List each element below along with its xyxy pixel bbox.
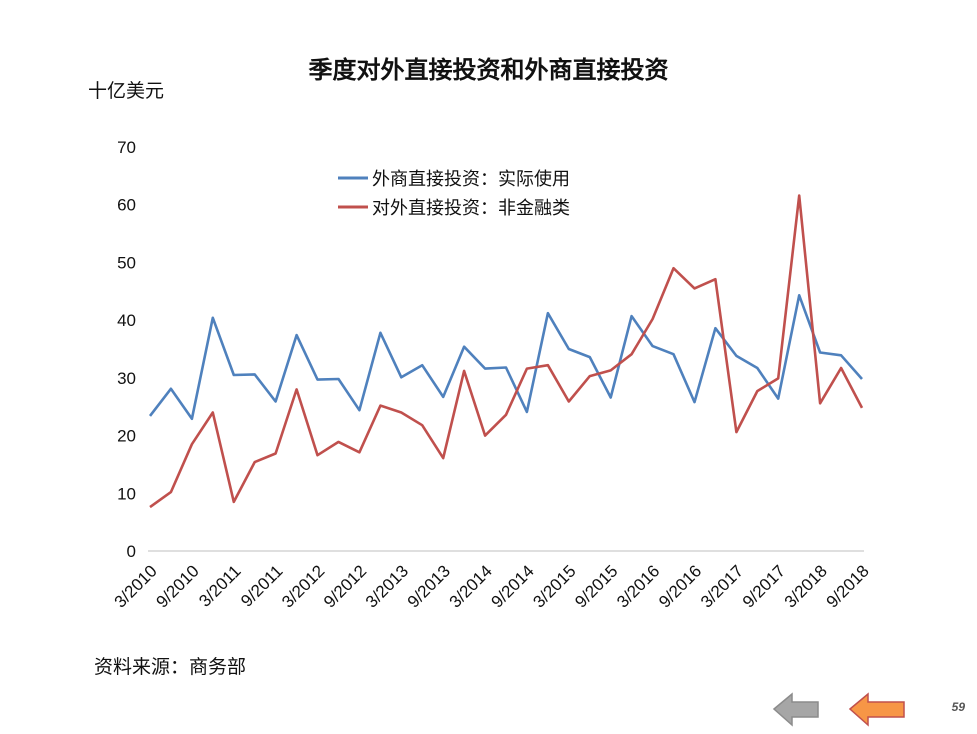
fdi-series-line [148, 293, 863, 421]
x-tick-label: 3/2013 [362, 561, 412, 611]
odi-series-line [149, 194, 864, 509]
x-axis-ticks: 3/20109/20103/20119/20113/20129/20123/20… [111, 561, 873, 611]
x-tick-label: 9/2017 [739, 561, 789, 611]
forward-button[interactable] [848, 690, 905, 730]
x-tick-label: 3/2012 [278, 561, 328, 611]
y-tick-label: 0 [127, 542, 136, 561]
legend-label: 对外直接投资：非金融类 [372, 198, 570, 219]
x-tick-label: 3/2011 [195, 561, 244, 610]
y-tick-label: 70 [117, 138, 136, 157]
page-number: 59 [951, 700, 965, 714]
x-tick-label: 3/2015 [529, 561, 579, 611]
x-tick-label: 9/2011 [237, 561, 286, 610]
x-tick-label: 9/2010 [153, 561, 203, 611]
chart-title: 季度对外直接投资和外商直接投资 [308, 56, 669, 84]
x-tick-label: 3/2018 [781, 561, 831, 611]
arrow-left-orange-icon [848, 692, 905, 727]
y-tick-label: 30 [117, 369, 136, 388]
x-tick-label: 9/2012 [320, 561, 370, 611]
x-tick-label: 3/2010 [111, 561, 161, 611]
x-tick-label: 3/2017 [697, 561, 747, 611]
y-axis-ticks: 0 10 20 30 40 50 60 70 [117, 138, 136, 561]
source-note: 资料来源：商务部 [94, 656, 247, 678]
y-tick-label: 60 [117, 196, 136, 215]
back-button[interactable] [772, 690, 824, 730]
arrow-left-gray-icon [772, 692, 819, 727]
y-tick-label: 10 [117, 484, 136, 503]
x-tick-label: 9/2014 [488, 561, 538, 611]
legend-label: 外商直接投资：实际使用 [372, 169, 570, 190]
y-tick-label: 40 [117, 311, 136, 330]
x-tick-label: 9/2015 [571, 561, 621, 611]
y-axis-unit-label: 十亿美元 [88, 80, 165, 102]
x-tick-label: 3/2016 [613, 561, 663, 611]
y-tick-label: 50 [117, 253, 136, 272]
x-tick-label: 9/2018 [823, 561, 873, 611]
x-tick-label: 9/2013 [404, 561, 454, 611]
series-lines [148, 194, 864, 509]
y-tick-label: 20 [117, 427, 136, 446]
x-tick-label: 3/2014 [446, 561, 496, 611]
x-tick-label: 9/2016 [655, 561, 705, 611]
